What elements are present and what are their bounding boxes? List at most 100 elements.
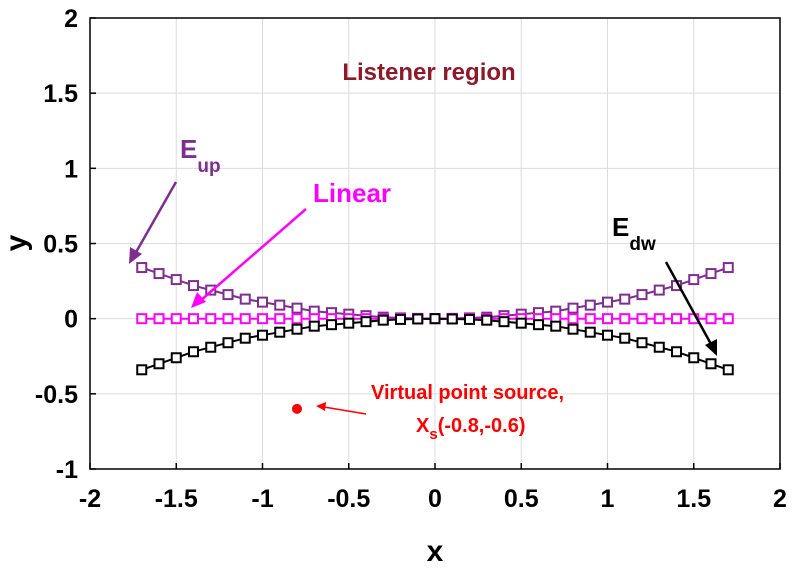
series-point-edw [429, 313, 441, 325]
series-point-edw [722, 364, 734, 376]
series-point-edw [550, 320, 562, 332]
y-tick-label: 0 [64, 306, 78, 334]
series-point-linear [136, 313, 148, 325]
edw-main: E [612, 212, 629, 242]
series-point-eup [136, 262, 148, 274]
source-label-line2: Xs(-0.8,-0.6) [416, 415, 526, 443]
x-tick-label: 0.5 [504, 485, 539, 513]
edw-arrowhead [705, 339, 717, 356]
edw-annotation: Edw [612, 212, 717, 356]
linear-label: Linear [313, 178, 391, 208]
series-point-eup [170, 274, 182, 286]
x-tick-label: -2 [79, 485, 101, 513]
series-point-edw [291, 323, 303, 335]
series-point-edw [377, 314, 389, 326]
virtual-point-source [292, 403, 302, 414]
series-point-eup [239, 293, 251, 305]
edw-arrow [664, 261, 714, 347]
series-point-edw [136, 364, 148, 376]
series-point-linear [636, 313, 648, 325]
point-source-annotation: Virtual point source, Xs(-0.8,-0.6) [316, 382, 564, 443]
linear-annotation: Linear [191, 178, 391, 308]
series-point-edw [584, 326, 596, 338]
series-point-edw [343, 317, 355, 329]
x-tick-label: 0 [428, 485, 442, 513]
y-tick-label: 0.5 [43, 231, 78, 259]
series-point-linear [722, 313, 734, 325]
series-point-edw [153, 358, 165, 370]
series-point-linear [584, 313, 596, 325]
series-point-eup [274, 299, 286, 311]
series-point-eup [567, 302, 579, 314]
x-tick-label: 2 [773, 485, 787, 513]
series-point-linear [205, 313, 217, 325]
series-point-edw [636, 337, 648, 349]
series-point-linear [153, 313, 165, 325]
x-axis-label: x [427, 535, 444, 568]
series-point-edw [205, 341, 217, 353]
series-point-edw [464, 313, 475, 325]
y-tick-label: 1.5 [43, 80, 78, 108]
y-tick-label: -1 [56, 456, 78, 484]
series-point-edw [481, 314, 493, 326]
series-point-eup [636, 289, 648, 301]
series-point-eup [722, 262, 734, 274]
x-tick-label: 1.5 [676, 485, 711, 513]
series-point-edw [653, 341, 665, 353]
series-point-edw [567, 323, 579, 335]
source-label-line1: Virtual point source, [371, 382, 564, 404]
series-point-edw [671, 346, 682, 358]
series-point-eup [619, 293, 631, 305]
series-point-linear [188, 313, 199, 325]
eup-label: Eup [180, 134, 221, 177]
series-point-eup [653, 284, 665, 296]
series-point-linear [274, 313, 286, 325]
series-point-edw [515, 317, 527, 329]
source-x-coords: (-0.8,-0.6) [438, 415, 526, 437]
listener-region-label: Listener region [342, 59, 515, 86]
series-point-eup [222, 289, 234, 301]
edw-subscript: dw [629, 234, 656, 255]
series-point-eup [291, 302, 303, 314]
series-point-edw [170, 352, 182, 364]
series-point-edw [533, 319, 544, 331]
eup-main: E [180, 134, 197, 164]
source-x-main: X [416, 415, 430, 437]
series-point-linear [170, 313, 182, 325]
series-point-linear [671, 313, 682, 325]
source-arrowhead [316, 402, 326, 411]
series-point-eup [705, 268, 717, 280]
x-tick-label: -1.5 [155, 485, 198, 513]
series-point-linear [567, 313, 579, 325]
series-point-edw [412, 313, 424, 325]
series-point-eup [257, 296, 268, 308]
eup-annotation: Eup [129, 134, 221, 264]
y-tick-label: 1 [64, 155, 78, 183]
edw-label: Edw [612, 212, 656, 255]
series-point-eup [584, 299, 596, 311]
series-point-edw [257, 329, 268, 341]
series-point-eup [153, 268, 165, 280]
series-point-linear [705, 313, 717, 325]
eup-arrow [133, 181, 178, 255]
series-point-edw [395, 313, 406, 325]
ticks: -2 -1.5 -1 -0.5 0 0.5 1 1.5 2 -1 -0.5 0 0.5 1 1.5 2 [35, 5, 787, 513]
source-x-subscript: s [429, 426, 437, 443]
series-point-linear [619, 313, 631, 325]
linear-arrowhead [191, 292, 206, 308]
y-tick-label: 2 [64, 5, 78, 33]
markers-layer [136, 262, 734, 414]
y-tick-label: -0.5 [35, 381, 78, 409]
series-point-edw [308, 320, 320, 332]
series-point-linear [653, 313, 665, 325]
series-point-eup [602, 296, 613, 308]
series-point-eup [688, 274, 700, 286]
source-arrow [323, 406, 367, 415]
series-point-linear [257, 313, 268, 325]
x-tick-label: -1 [251, 485, 273, 513]
series-point-edw [446, 313, 458, 325]
x-tick-label: -0.5 [327, 485, 370, 513]
x-tick-label: 1 [601, 485, 615, 513]
linear-arrow [199, 208, 307, 302]
